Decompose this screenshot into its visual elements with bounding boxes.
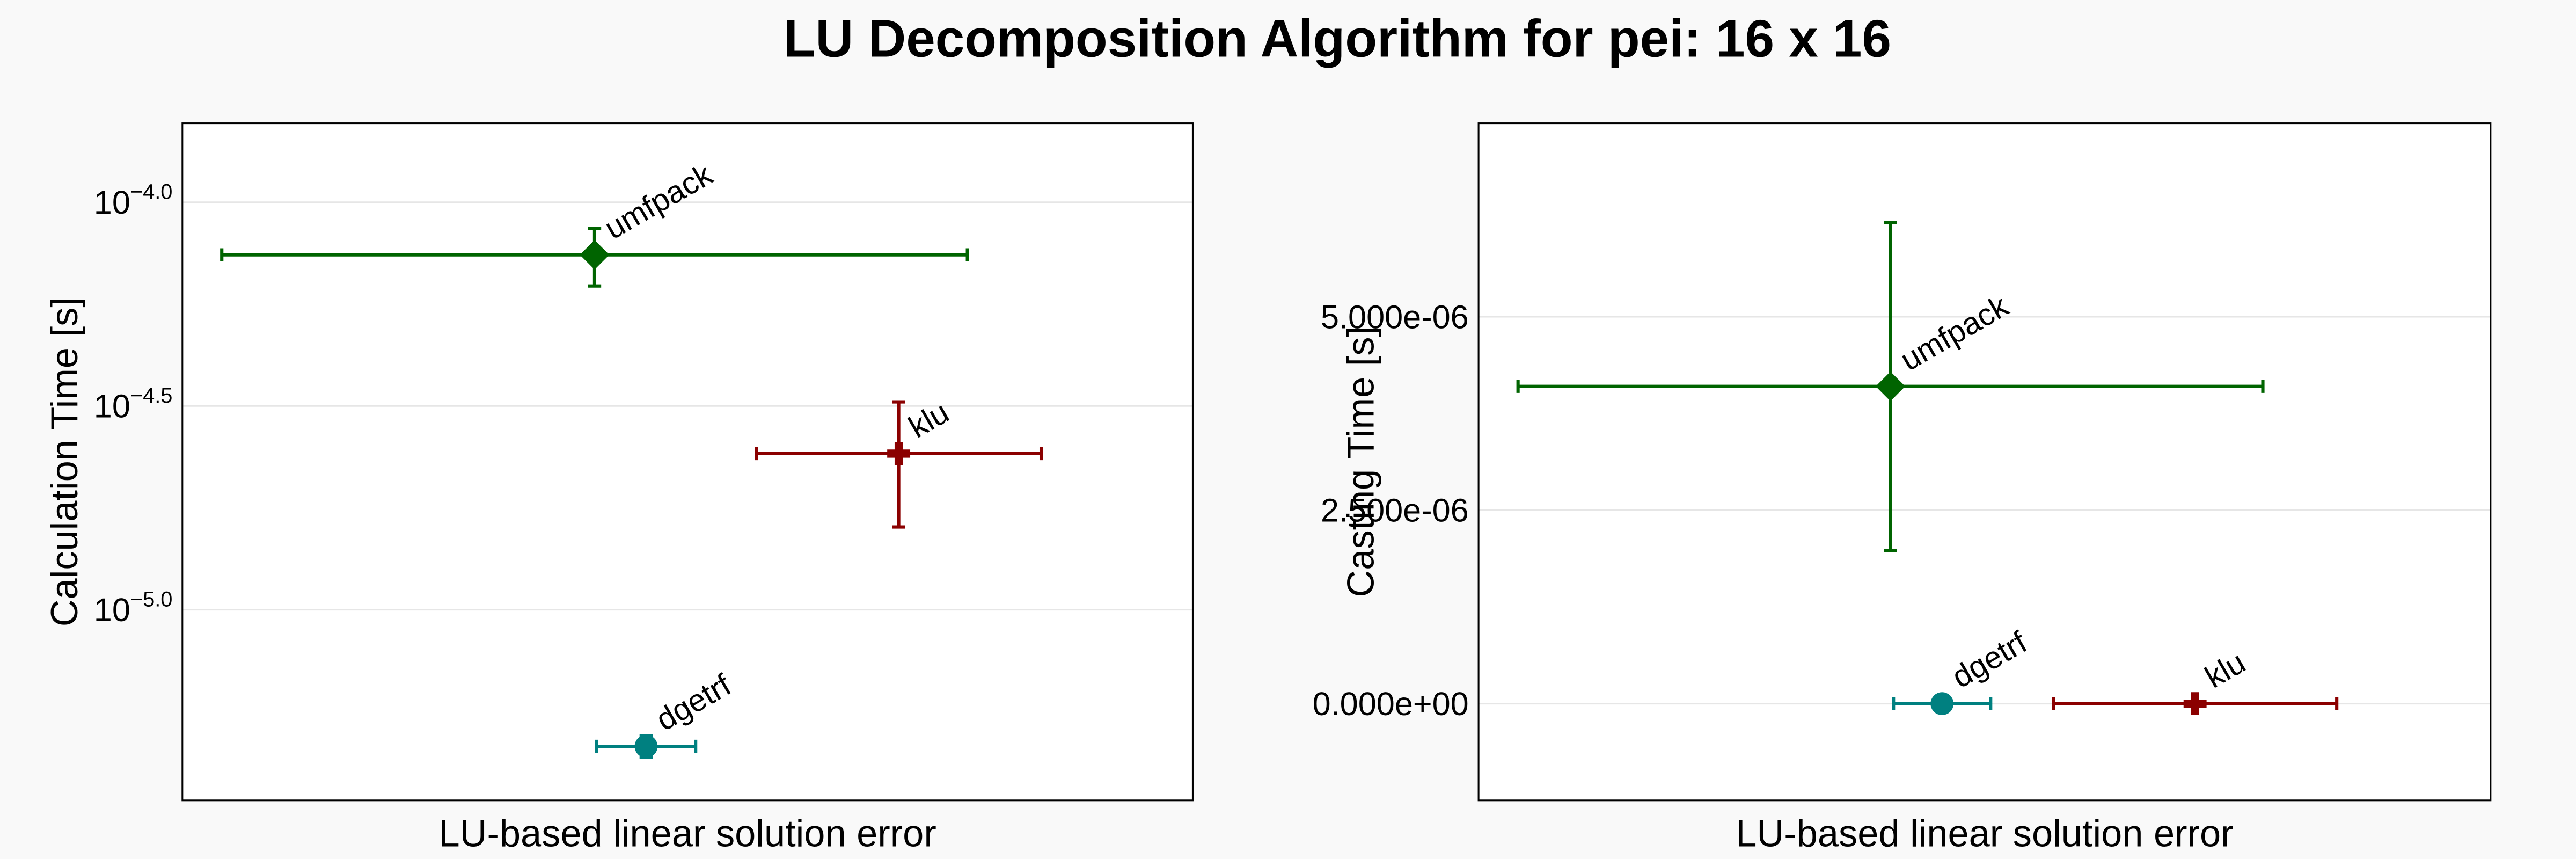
point [2183,692,2207,716]
plot-area [1479,123,2491,800]
y-tick-label: 0.000e+00 [1313,686,1469,722]
y-tick-label: 5.000e-06 [1321,299,1469,335]
plot-border [181,122,1194,802]
y-tick-label: 10−4.5 [94,384,173,425]
chart: 0.000e+00 2.500e-06 5.000e-06 LU-based line… [1313,122,2492,855]
figure-title: LU Decomposition Algorithm for pei: 16 x… [784,9,1891,68]
y-tick-label: 10−4.0 [94,180,173,221]
point [634,734,658,758]
y-tick-label: 2.500e-06 [1321,492,1469,529]
chart: 10−4.0 10−4.5 10−5.0 LU-based linear soluti… [43,122,1194,855]
x-axis-label: LU-based linear solution error [1736,812,2233,855]
plot-area [182,123,1193,800]
point [1876,372,1906,402]
y-axis-label: Calculation Time [s] [43,297,85,627]
plot-border [1477,122,2492,802]
y-axis-label: Casting Time [s] [1339,326,1381,598]
y-tick-label: 10−5.0 [94,588,173,629]
x-axis-label: LU-based linear solution error [438,812,936,855]
point [1930,692,1954,716]
point [887,442,911,465]
